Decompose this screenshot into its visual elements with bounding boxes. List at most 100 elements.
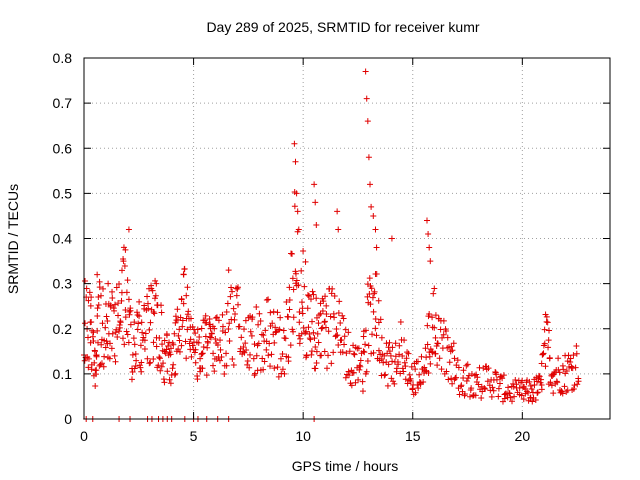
- data-point: [159, 341, 166, 348]
- data-point: [335, 310, 342, 317]
- data-point: [323, 311, 330, 318]
- data-point: [96, 278, 103, 285]
- data-point: [267, 363, 274, 370]
- data-point: [187, 315, 194, 322]
- data-point: [188, 353, 195, 360]
- data-point: [281, 370, 288, 377]
- data-point: [394, 359, 401, 366]
- data-point: [323, 302, 330, 309]
- data-point: [499, 398, 506, 405]
- data-point: [501, 395, 508, 402]
- data-point: [321, 348, 328, 355]
- data-point: [102, 344, 109, 351]
- data-point: [132, 350, 139, 357]
- data-point: [166, 339, 173, 346]
- data-point: [182, 338, 189, 345]
- data-point: [424, 322, 431, 329]
- data-point: [509, 398, 516, 405]
- data-point: [178, 296, 185, 303]
- data-point: [414, 382, 421, 389]
- data-point: [213, 314, 220, 321]
- data-point: [388, 235, 395, 242]
- data-point: [322, 293, 329, 300]
- data-point: [170, 341, 177, 348]
- data-point: [443, 368, 450, 375]
- data-point: [383, 340, 390, 347]
- data-point: [341, 341, 348, 348]
- data-point: [314, 330, 321, 337]
- data-point: [319, 308, 326, 315]
- data-point: [107, 340, 114, 347]
- data-point: [199, 365, 206, 372]
- data-point: [98, 341, 105, 348]
- data-point: [350, 350, 357, 357]
- data-point: [336, 298, 343, 305]
- data-point: [291, 203, 298, 210]
- data-point: [113, 284, 120, 291]
- data-point: [434, 362, 441, 369]
- data-point: [158, 363, 165, 370]
- data-point: [86, 289, 93, 296]
- data-point: [285, 314, 292, 321]
- data-point: [232, 311, 239, 318]
- data-point: [172, 313, 179, 320]
- data-point: [296, 308, 303, 315]
- data-point: [460, 367, 467, 374]
- chart-title: Day 289 of 2025, SRMTID for receiver kum…: [206, 19, 479, 35]
- data-point: [224, 300, 231, 307]
- data-point: [134, 311, 141, 318]
- data-point: [235, 301, 242, 308]
- data-point: [342, 326, 349, 333]
- data-point: [298, 299, 305, 306]
- data-point: [116, 281, 123, 288]
- data-point: [390, 378, 397, 385]
- data-point: [560, 366, 567, 373]
- data-point: [162, 350, 169, 357]
- data-point: [422, 345, 429, 352]
- data-point: [129, 368, 136, 375]
- data-point: [206, 315, 213, 322]
- data-point: [141, 346, 148, 353]
- data-point: [138, 359, 145, 366]
- data-point: [500, 372, 507, 379]
- data-point: [311, 335, 318, 342]
- data-point: [126, 311, 133, 318]
- y-tick-label: 0.5: [53, 185, 73, 201]
- data-point: [176, 337, 183, 344]
- data-point: [180, 271, 187, 278]
- data-point: [138, 368, 145, 375]
- data-point: [121, 341, 128, 348]
- data-point: [463, 378, 470, 385]
- data-point: [426, 311, 433, 318]
- data-point: [529, 398, 536, 405]
- data-point: [453, 374, 460, 381]
- data-point: [180, 300, 187, 307]
- data-point: [219, 311, 226, 318]
- data-point: [404, 349, 411, 356]
- data-point: [542, 363, 549, 370]
- data-point: [197, 368, 204, 375]
- data-point: [208, 330, 215, 337]
- data-point: [197, 355, 204, 362]
- data-point: [334, 332, 341, 339]
- data-point: [370, 308, 377, 315]
- data-point: [432, 334, 439, 341]
- data-point: [290, 328, 297, 335]
- data-point: [325, 352, 332, 359]
- data-point: [109, 330, 116, 337]
- data-point: [330, 349, 337, 356]
- data-point: [271, 339, 278, 346]
- data-point: [100, 285, 107, 292]
- data-point: [430, 290, 437, 297]
- data-point: [493, 376, 500, 383]
- data-point: [440, 331, 447, 338]
- data-point: [554, 379, 561, 386]
- data-point: [226, 320, 233, 327]
- data-point: [298, 267, 305, 274]
- data-point: [389, 358, 396, 365]
- data-point: [550, 390, 557, 397]
- data-point: [108, 345, 115, 352]
- data-point: [210, 350, 217, 357]
- data-point: [146, 360, 153, 367]
- data-point: [381, 352, 388, 359]
